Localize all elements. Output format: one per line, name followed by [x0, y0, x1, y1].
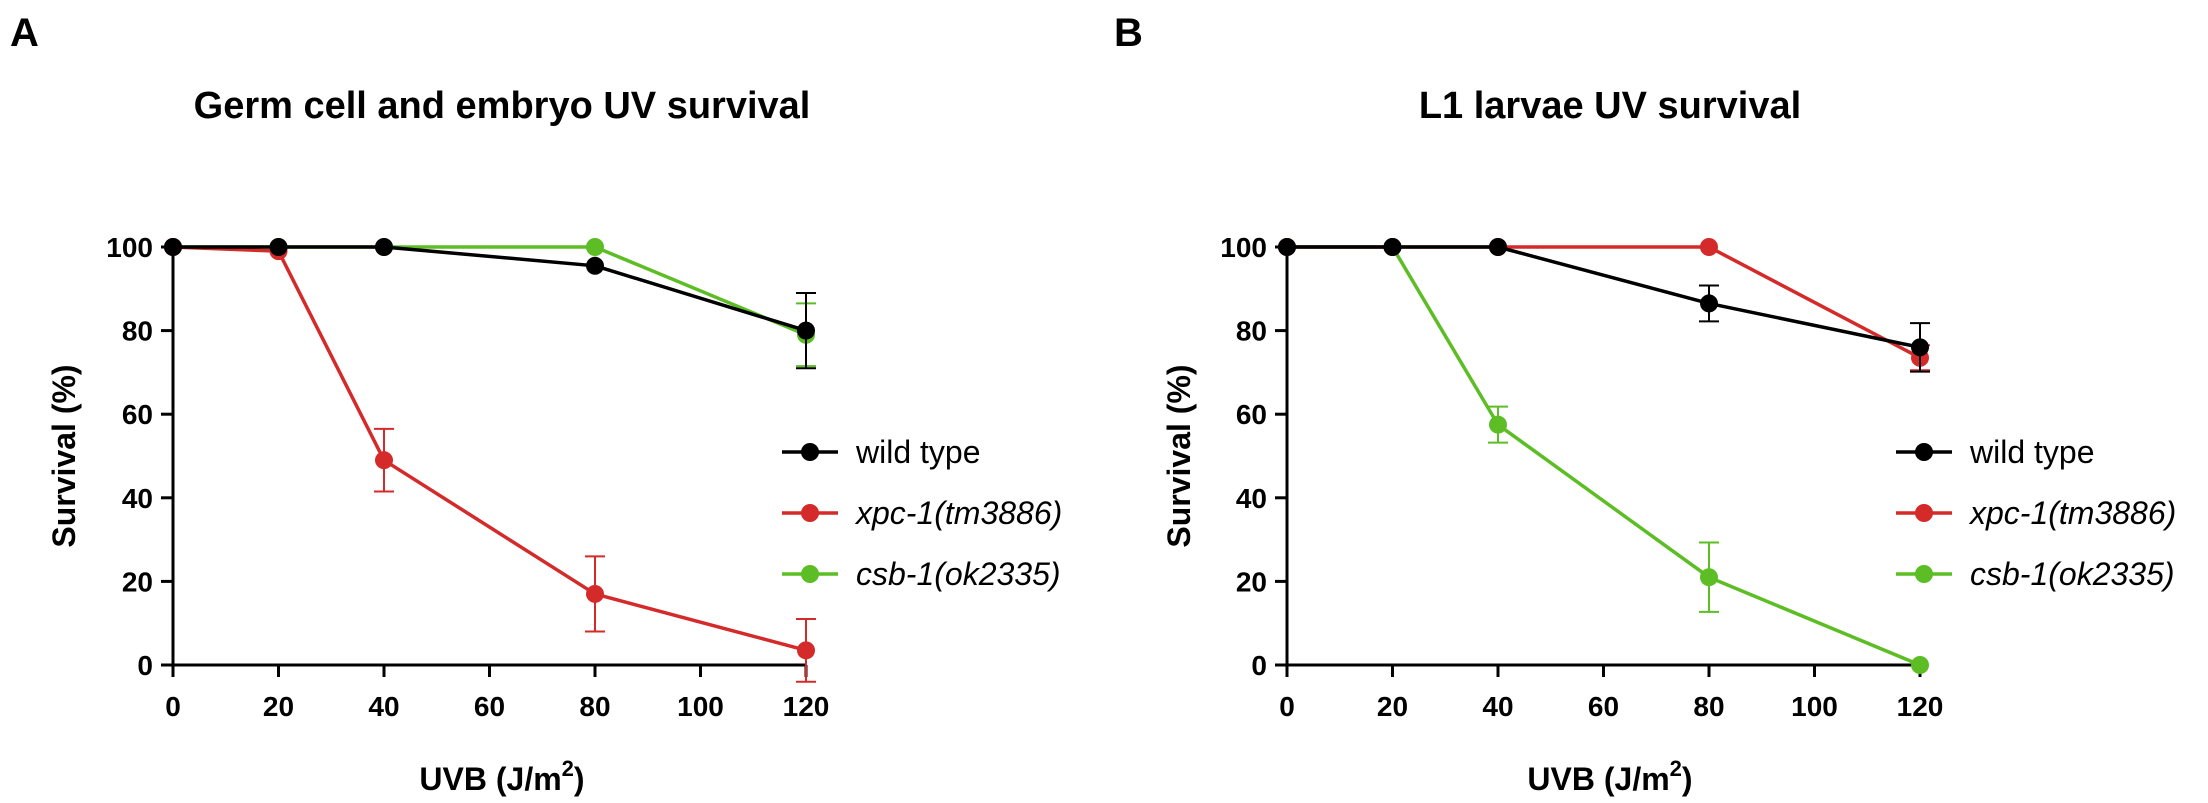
- data-point: [1700, 294, 1718, 313]
- x-tick-label: 100: [677, 691, 724, 722]
- data-point: [1489, 415, 1507, 434]
- series-line: [172, 245, 807, 653]
- x-axis-label: UVB (J/m2): [419, 756, 584, 797]
- legend-marker: [801, 443, 819, 461]
- y-tick-label: 40: [1236, 483, 1267, 514]
- series-line: [1287, 245, 1921, 360]
- panel-letter: A: [10, 11, 39, 55]
- data-point: [586, 238, 604, 256]
- data-point: [375, 238, 393, 256]
- legend-marker: [801, 504, 819, 522]
- data-point: [164, 238, 182, 256]
- y-axis-label: Survival (%): [46, 364, 82, 547]
- y-axis-label: Survival (%): [1161, 364, 1197, 547]
- series-line: [173, 245, 807, 337]
- data-point: [797, 321, 815, 340]
- data-point: [1911, 656, 1929, 674]
- x-tick-label: 60: [474, 691, 505, 722]
- x-tick-label: 120: [783, 691, 830, 722]
- data-point: [1278, 238, 1296, 256]
- legend-label: wild type: [855, 434, 981, 470]
- x-tick-label: 0: [165, 691, 181, 722]
- data-point: [586, 584, 604, 603]
- series-0: [164, 238, 816, 370]
- x-tick-label: 40: [1482, 691, 1513, 722]
- series-2: [1278, 238, 1929, 674]
- legend-label: csb-1(ok2335): [1970, 556, 2175, 592]
- x-tick-label: 80: [1693, 691, 1724, 722]
- data-point: [1911, 338, 1929, 357]
- x-axis-label-main: UVB (J/m: [1527, 761, 1669, 797]
- legend-label: xpc-1(tm3886): [1968, 495, 2176, 531]
- x-tick-label: 80: [579, 691, 610, 722]
- x-axis-label-sup: 2: [1670, 756, 1682, 781]
- legend: wild type xpc-1(tm3886) csb-1(ok2335): [1896, 434, 2176, 592]
- series-line: [173, 245, 807, 333]
- y-tick-label: 0: [1251, 650, 1267, 681]
- chart-panel-b: B L1 larvae UV survival 0 20 40 60 80 100 120 0 20…: [1114, 11, 2176, 797]
- legend-marker: [1915, 504, 1933, 522]
- series-0: [1278, 238, 1930, 373]
- y-tick-label: 80: [122, 316, 153, 347]
- legend: wild type xpc-1(tm3886) csb-1(ok2335): [782, 434, 1062, 592]
- legend-label: xpc-1(tm3886): [854, 495, 1062, 531]
- data-point: [1383, 238, 1402, 256]
- data-point: [1700, 568, 1718, 587]
- y-tick-label: 60: [122, 399, 153, 430]
- x-axis-label-sup: 2: [562, 756, 574, 781]
- x-tick-label: 40: [368, 691, 399, 722]
- data-point: [1489, 238, 1507, 256]
- data-point: [797, 641, 815, 660]
- series-1: [1278, 238, 1930, 372]
- x-axis-label-main: UVB (J/m: [419, 761, 561, 797]
- series-line: [1287, 245, 1921, 350]
- data-point: [375, 451, 393, 470]
- x-tick-label: 0: [1279, 691, 1295, 722]
- y-tick-label: 100: [1220, 232, 1267, 263]
- data-point: [1700, 238, 1718, 256]
- x-tick-label: 100: [1791, 691, 1838, 722]
- y-tick-label: 60: [1236, 399, 1267, 430]
- legend-marker: [1915, 565, 1933, 583]
- data-point: [586, 256, 604, 275]
- x-tick-label: 60: [1588, 691, 1619, 722]
- x-axis-label-end: ): [1682, 761, 1693, 797]
- y-tick-label: 0: [137, 650, 153, 681]
- chart-title: L1 larvae UV survival: [1419, 85, 1801, 127]
- legend-label: wild type: [1969, 434, 2095, 470]
- y-tick-label: 40: [122, 483, 153, 514]
- y-tick-label: 20: [1236, 566, 1267, 597]
- legend-marker: [801, 565, 819, 583]
- panel-letter: B: [1114, 11, 1143, 55]
- x-axis-label: UVB (J/m2): [1527, 756, 1692, 797]
- x-tick-label: 20: [1377, 691, 1408, 722]
- chart-title: Germ cell and embryo UV survival: [194, 85, 811, 127]
- y-tick-label: 80: [1236, 316, 1267, 347]
- x-tick-label: 20: [263, 691, 294, 722]
- y-tick-label: 100: [106, 232, 153, 263]
- x-axis-label-end: ): [574, 761, 585, 797]
- legend-marker: [1915, 443, 1933, 461]
- x-tick-label: 120: [1897, 691, 1944, 722]
- y-tick-label: 20: [122, 566, 153, 597]
- data-point: [269, 238, 288, 256]
- legend-label: csb-1(ok2335): [856, 556, 1061, 592]
